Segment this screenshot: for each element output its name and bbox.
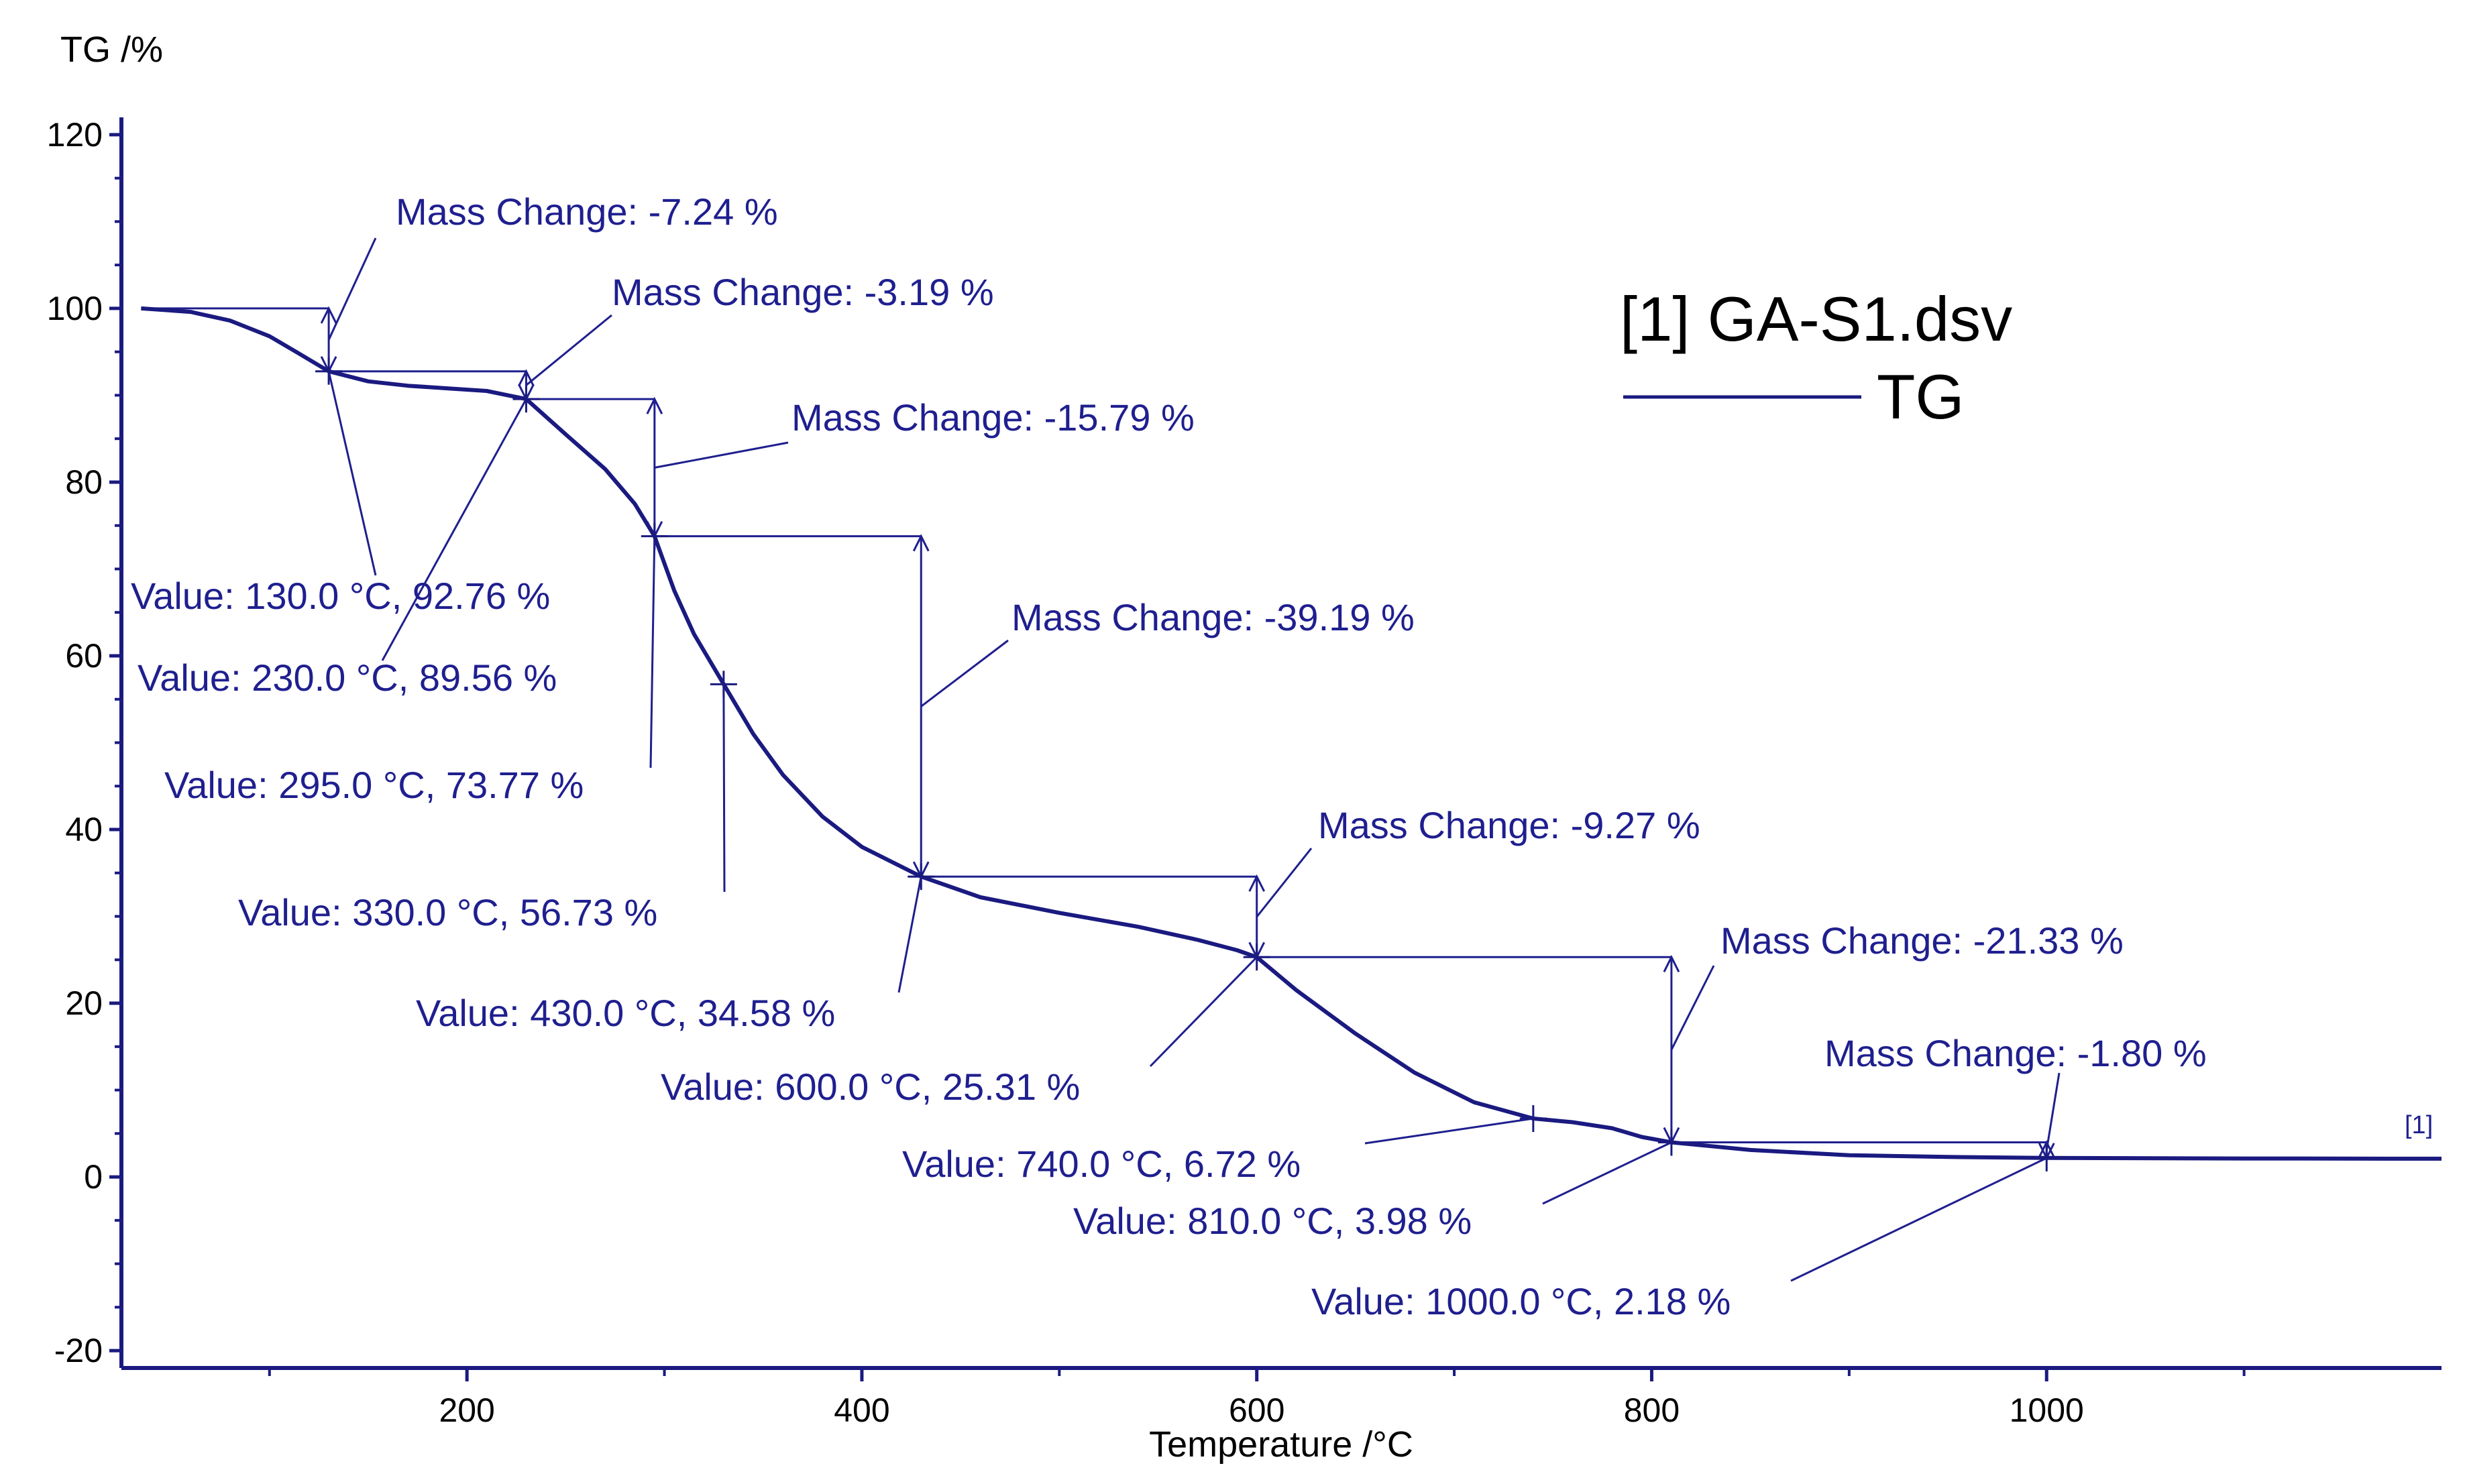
y-tick-label: 100 — [47, 290, 103, 327]
arrow-head-up — [912, 534, 930, 552]
x-axis-title: Temperature /°C — [1149, 1424, 1413, 1465]
value-leader — [1149, 956, 1258, 1068]
annotations: Mass Change: -7.24 % Mass Change: -3.19 %… — [131, 190, 2207, 1322]
mass-change-leader — [1670, 965, 1715, 1051]
arrow-head-up — [1248, 874, 1266, 892]
mass-change-label: Mass Change: -39.19 % — [1011, 596, 1415, 638]
value-label: Value: 130.0 °C, 92.76 % — [131, 575, 550, 617]
value-leader — [1542, 1141, 1672, 1205]
arrow-head-up — [1663, 954, 1680, 972]
y-axis-title: TG /% — [60, 30, 163, 70]
y-tick-label: 40 — [65, 811, 103, 848]
legend-label-tg: TG — [1877, 361, 1965, 432]
value-label: Value: 740.0 °C, 6.72 % — [902, 1143, 1301, 1185]
x-tick-label: 400 — [834, 1391, 889, 1429]
mass-change-label: Mass Change: -9.27 % — [1318, 804, 1700, 846]
value-label: Value: 295.0 °C, 73.77 % — [164, 764, 584, 806]
x-tick-label: 1000 — [2010, 1391, 2084, 1429]
value-leader — [1790, 1157, 2047, 1282]
axis-ticks: -20 0 20 40 60 80 100 120 200 400 600 800 1000 — [47, 116, 2246, 1429]
value-label: Value: 810.0 °C, 3.98 % — [1073, 1200, 1472, 1242]
value-leader — [1364, 1117, 1534, 1145]
x-tick-label: 200 — [439, 1391, 494, 1429]
y-tick-label: 80 — [65, 463, 103, 501]
arrow-head-up — [320, 306, 337, 324]
y-tick-label: -20 — [54, 1332, 103, 1369]
value-leader — [897, 876, 922, 993]
mass-change-leader — [2045, 1072, 2061, 1151]
value-label: Value: 230.0 °C, 89.56 % — [138, 657, 557, 699]
value-label: Value: 1000.0 °C, 2.18 % — [1311, 1280, 1731, 1322]
series-layer — [141, 306, 2442, 1161]
mass-change-leader — [525, 314, 612, 386]
value-label: Value: 330.0 °C, 56.73 % — [238, 891, 657, 933]
y-tick-label: 120 — [47, 116, 103, 154]
mass-change-label: Mass Change: -15.79 % — [791, 396, 1195, 439]
y-tick-label: 20 — [65, 984, 103, 1022]
mass-change-leader — [327, 237, 377, 341]
mass-change-label: Mass Change: -3.19 % — [612, 271, 994, 313]
mass-change-label: Mass Change: -1.80 % — [1824, 1032, 2207, 1074]
mass-change-leader — [654, 441, 789, 469]
tg-curve — [141, 306, 2442, 1161]
arrow-head-up — [646, 396, 663, 414]
mass-change-leader — [920, 639, 1009, 707]
x-tick-label: 600 — [1229, 1391, 1284, 1429]
mass-change-leader — [1256, 848, 1313, 918]
value-leader — [381, 398, 527, 661]
mass-change-label: Mass Change: -7.24 % — [396, 190, 778, 233]
y-tick-label: 0 — [84, 1158, 103, 1196]
curve-end-label: [1] — [2405, 1111, 2433, 1139]
value-label: Value: 430.0 °C, 34.58 % — [416, 992, 835, 1034]
y-tick-label: 60 — [65, 637, 103, 675]
value-label: Value: 600.0 °C, 25.31 % — [661, 1066, 1080, 1108]
x-tick-label: 800 — [1624, 1391, 1680, 1429]
arrow-head-up — [2038, 1140, 2055, 1158]
legend-title: [1] GA-S1.dsv — [1620, 284, 2012, 354]
mass-change-label: Mass Change: -21.33 % — [1720, 919, 2124, 962]
value-leader — [327, 371, 377, 576]
value-leader — [649, 536, 656, 768]
